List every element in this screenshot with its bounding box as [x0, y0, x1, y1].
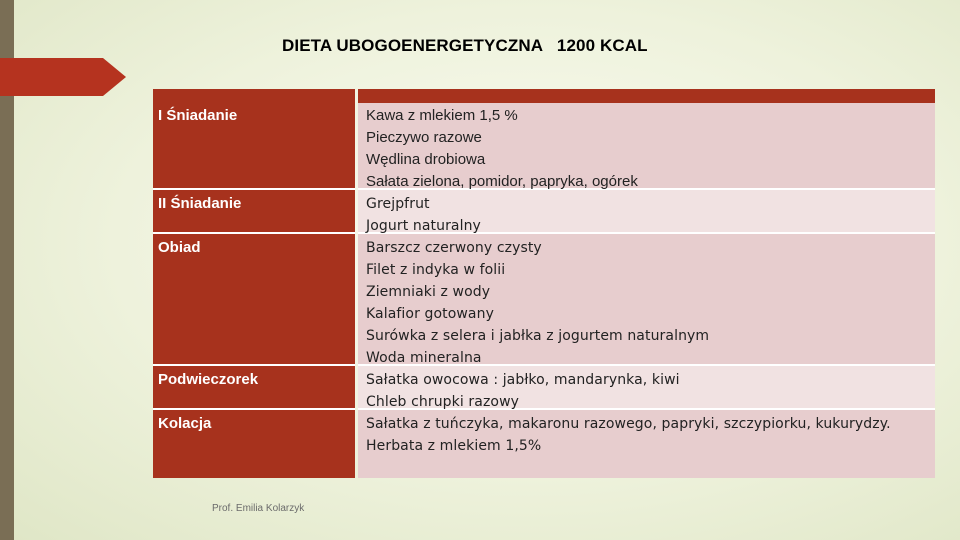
meal-name-kolacja: Kolacja: [158, 415, 212, 432]
row-divider: [153, 364, 355, 366]
row-divider: [153, 188, 355, 190]
meal-name-obiad: Obiad: [158, 239, 201, 256]
food-item: Kawa z mlekiem 1,5 %: [366, 107, 518, 124]
food-item: Sałatka z tuńczyka, makaronu razowego, p…: [366, 416, 891, 432]
food-item: Grejpfrut: [366, 196, 430, 212]
header-cell-food: [358, 89, 935, 103]
food-item: Sałata zielona, pomidor, papryka, ogórek: [366, 173, 638, 190]
food-item: Surówka z selera i jabłka z jogurtem nat…: [366, 328, 710, 344]
food-item: Filet z indyka w folii: [366, 262, 506, 278]
row-divider: [153, 232, 355, 234]
meal-name-sniadanie-2: II Śniadanie: [158, 195, 242, 212]
meal-name-podwieczorek: Podwieczorek: [158, 371, 259, 388]
row-divider: [358, 232, 935, 234]
author-footer: Prof. Emilia Kolarzyk: [212, 503, 305, 514]
food-item: Chleb chrupki razowy: [366, 394, 520, 410]
accent-arrow: [0, 58, 126, 96]
header-cell-meal: [153, 89, 355, 103]
row-divider: [153, 408, 355, 410]
food-item: Pieczywo razowe: [366, 129, 482, 146]
food-item: Kalafior gotowany: [366, 306, 494, 322]
row-band-alt: [358, 190, 935, 232]
page-title: DIETA UBOGOENERGETYCZNA 1200 KCAL: [282, 36, 648, 55]
food-item: Woda mineralna: [366, 350, 482, 366]
row-divider: [358, 364, 935, 366]
table-header-strip: [153, 89, 935, 103]
food-items-column: Kawa z mlekiem 1,5 % Pieczywo razowe Węd…: [358, 103, 935, 478]
food-item: Herbata z mlekiem 1,5%: [366, 438, 542, 454]
row-divider: [358, 188, 935, 190]
food-item: Jogurt naturalny: [366, 218, 481, 234]
food-item: Barszcz czerwony czysty: [366, 240, 542, 256]
food-item: Ziemniaki z wody: [366, 284, 491, 300]
food-item: Sałatka owocowa : jabłko, mandarynka, ki…: [366, 372, 680, 388]
food-item: Wędlina drobiowa: [366, 151, 486, 168]
row-divider: [358, 408, 935, 410]
meal-name-sniadanie-1: I Śniadanie: [158, 107, 238, 124]
meal-plan-table: I Śniadanie II Śniadanie Obiad Podwieczo…: [153, 89, 935, 478]
meal-name-column: I Śniadanie II Śniadanie Obiad Podwieczo…: [153, 103, 355, 478]
left-decor-bar: [0, 0, 14, 540]
row-band-alt: [358, 366, 935, 408]
